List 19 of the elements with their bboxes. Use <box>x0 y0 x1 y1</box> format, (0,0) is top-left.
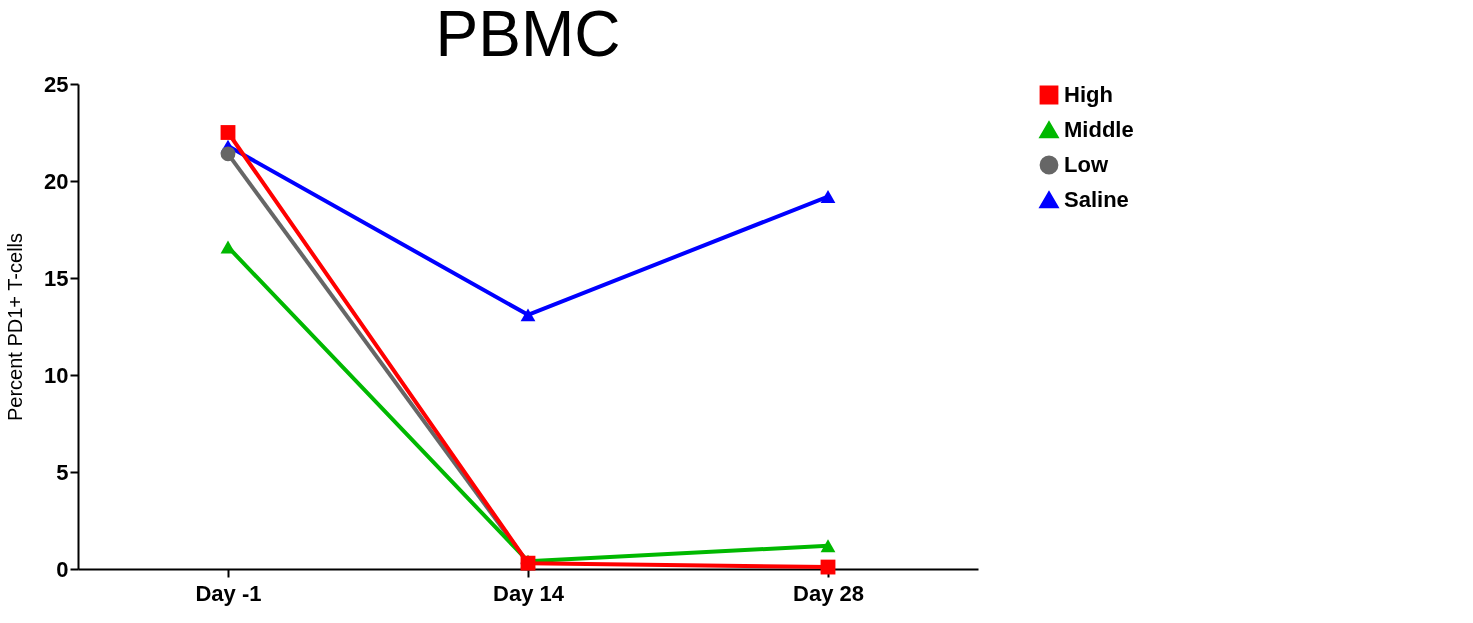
legend-label: Low <box>1064 152 1109 177</box>
legend-label: Saline <box>1064 187 1129 212</box>
y-tick-label: 0 <box>56 556 69 582</box>
x-tick-label: Day -1 <box>195 580 262 606</box>
legend-label: High <box>1064 82 1113 107</box>
y-axis-title: Percent PD1+ T-cells <box>4 232 27 422</box>
legend-label: Middle <box>1064 117 1134 142</box>
point <box>520 308 536 322</box>
chart-title: PBMC <box>435 0 621 70</box>
y-tick-label: 15 <box>44 265 69 291</box>
x-tick-label: Day 28 <box>793 580 864 606</box>
point <box>220 146 236 162</box>
y-tick-label: 5 <box>56 459 69 485</box>
y-tick-label: 20 <box>44 168 69 194</box>
point <box>220 125 236 140</box>
y-tick-label: 10 <box>44 362 69 388</box>
y-tick-label: 25 <box>44 71 69 97</box>
point <box>820 190 836 203</box>
x-tick-label: Day 14 <box>493 580 565 606</box>
